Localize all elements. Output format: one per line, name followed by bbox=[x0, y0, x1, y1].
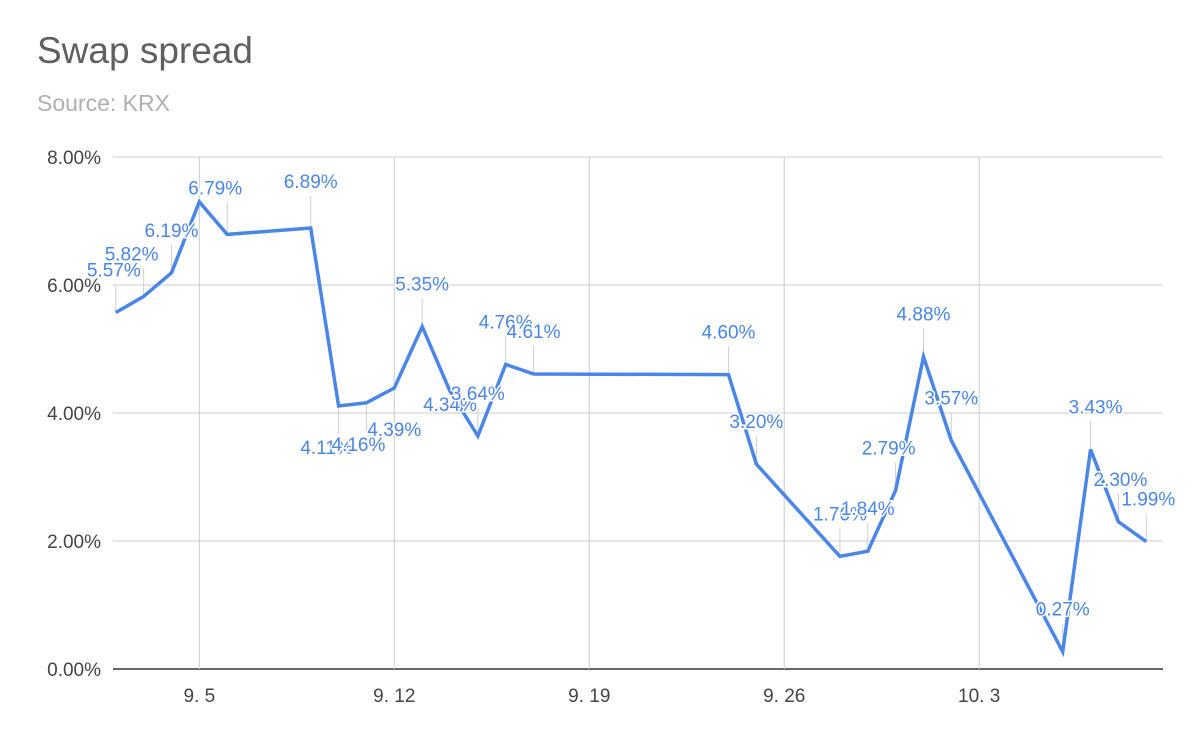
data-label: 3.64% bbox=[451, 384, 505, 405]
y-tick-label: 6.00% bbox=[47, 276, 101, 297]
chart-subtitle: Source: KRX bbox=[37, 90, 170, 116]
data-label: 2.79% bbox=[862, 438, 916, 459]
x-tick-label: 9. 19 bbox=[568, 686, 610, 707]
data-label: 3.20% bbox=[729, 412, 783, 433]
chart-title: Swap spread bbox=[37, 30, 253, 71]
data-label: 1.76% bbox=[813, 504, 867, 525]
x-tick-label: 9. 26 bbox=[763, 686, 805, 707]
x-tick-label: 9. 5 bbox=[183, 686, 215, 707]
y-tick-label: 4.00% bbox=[47, 404, 101, 425]
data-label: 5.82% bbox=[105, 245, 159, 266]
data-label: 4.88% bbox=[897, 305, 951, 326]
data-label: 0.27% bbox=[1036, 600, 1090, 621]
y-tick-label: 8.00% bbox=[47, 148, 101, 169]
data-label: 4.16% bbox=[332, 435, 386, 456]
data-label: 4.34% bbox=[423, 395, 477, 416]
x-tick-label: 10. 3 bbox=[958, 686, 1000, 707]
y-tick-label: 2.00% bbox=[47, 532, 101, 553]
x-tick-label: 9. 12 bbox=[373, 686, 415, 707]
data-label: 6.19% bbox=[145, 221, 199, 242]
data-label: 4.76% bbox=[479, 312, 533, 333]
data-label: 3.57% bbox=[924, 389, 978, 410]
data-label: 4.60% bbox=[702, 323, 756, 344]
data-label: 4.61% bbox=[507, 322, 561, 343]
data-label: 5.57% bbox=[87, 261, 141, 282]
series-line bbox=[114, 198, 1148, 658]
data-label: 1.99% bbox=[1121, 490, 1175, 511]
data-label: 6.89% bbox=[284, 172, 338, 193]
y-tick-label: 0.00% bbox=[47, 660, 101, 681]
data-label: 1.84% bbox=[841, 499, 895, 520]
data-label: 3.43% bbox=[1069, 397, 1123, 418]
data-label: 6.79% bbox=[188, 178, 242, 199]
data-label: 4.39% bbox=[367, 420, 421, 441]
data-label: 2.30% bbox=[1094, 470, 1148, 491]
data-label: 4.11% bbox=[300, 438, 353, 459]
data-label: 5.35% bbox=[395, 275, 449, 296]
